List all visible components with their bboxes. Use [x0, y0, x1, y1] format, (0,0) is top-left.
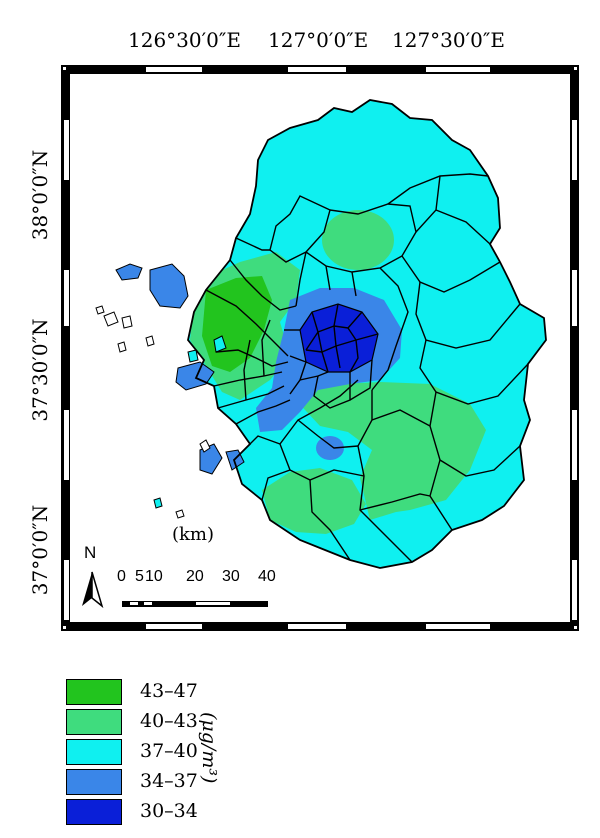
scale-tick-30: 30	[222, 568, 240, 585]
lon-label-2: 127°0′0″E	[268, 28, 369, 52]
lon-label-1: 126°30′0″E	[128, 28, 241, 52]
legend-label: 30–34	[140, 800, 198, 822]
zone-30-34	[300, 304, 378, 372]
north-arrow-icon	[82, 571, 104, 609]
legend-label: 37–40	[140, 740, 198, 762]
legend-swatch	[66, 739, 122, 765]
lat-label-3: 37°0′0″N	[28, 504, 52, 596]
zone-40-43-south	[262, 468, 366, 534]
lat-label-1: 38°0′0″N	[28, 149, 52, 241]
scale-tick-5: 5	[135, 568, 144, 585]
admin-boundaries	[187, 99, 547, 569]
scale-tick-10: 10	[145, 568, 163, 585]
scale-unit: (km)	[172, 524, 215, 545]
scale-bar	[122, 601, 268, 607]
zone-40-43-east	[292, 382, 486, 520]
legend-label: 43–47	[140, 680, 198, 702]
north-label: N	[84, 543, 97, 562]
legend-swatch	[66, 769, 122, 795]
legend-label: 34–37	[140, 770, 198, 792]
legend-swatch	[66, 799, 122, 825]
scale-tick-0: 0	[117, 568, 126, 585]
lon-label-3: 127°30′0″E	[392, 28, 505, 52]
lat-label-2: 37°30′0″N	[28, 318, 52, 422]
legend-swatch	[66, 679, 122, 705]
scale-tick-40: 40	[258, 568, 276, 585]
zone-40-43-north	[322, 210, 394, 270]
legend-label: 40–43	[140, 710, 198, 732]
scale-tick-20: 20	[186, 568, 204, 585]
legend-unit: (μg/m³)	[198, 712, 220, 784]
legend-swatch	[66, 709, 122, 735]
